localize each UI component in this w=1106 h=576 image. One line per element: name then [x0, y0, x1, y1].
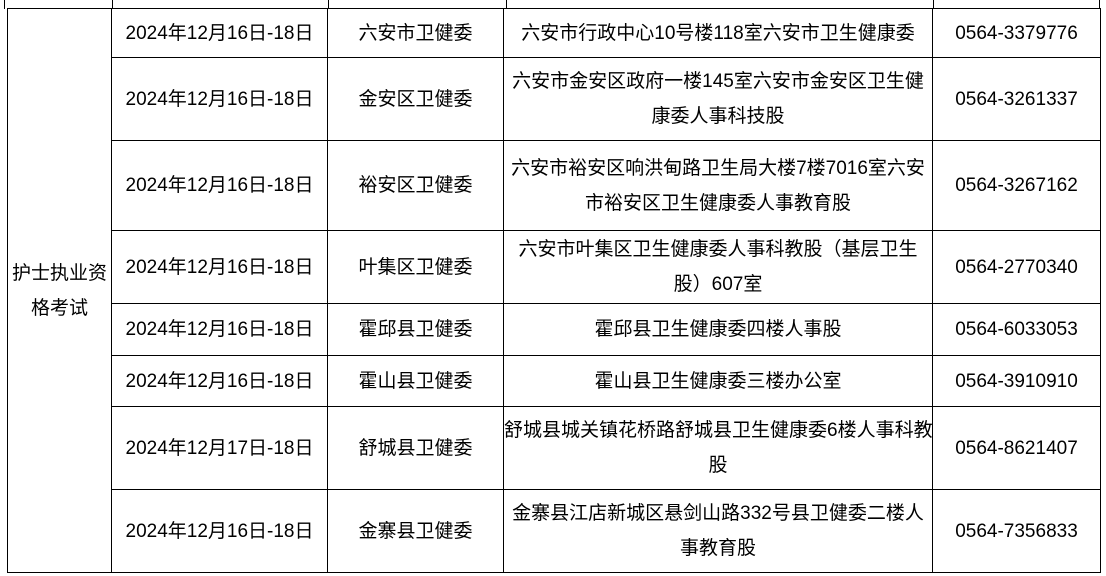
- column-divider-stub: [328, 0, 329, 9]
- date-cell: 2024年12月16日-18日: [111, 8, 328, 58]
- org-cell: 霍邱县卫健委: [327, 303, 504, 356]
- address-cell: 霍山县卫生健康委三楼办公室: [503, 355, 933, 407]
- registration-table: 护士执业资 格考试 2024年12月16日-18日 六安市卫健委 六安市行政中心…: [7, 8, 1101, 573]
- table-row: 2024年12月17日-18日 舒城县卫健委 舒城县城关镇花桥路舒城县卫生健康委…: [8, 406, 1101, 490]
- phone-cell: 0564-2770340: [932, 230, 1101, 304]
- column-divider-stub: [1099, 0, 1100, 9]
- address-cell: 霍邱县卫生健康委四楼人事股: [503, 303, 933, 356]
- phone-cell: 0564-6033053: [932, 303, 1101, 356]
- address-cell: 六安市行政中心10号楼118室六安市卫生健康委: [503, 8, 933, 58]
- exam-category-cell: 护士执业资 格考试: [7, 8, 112, 573]
- table-row: 2024年12月16日-18日 裕安区卫健委 六安市裕安区响洪甸路卫生局大楼7楼…: [8, 140, 1101, 231]
- org-cell: 叶集区卫健委: [327, 230, 504, 304]
- column-divider-stub: [933, 0, 934, 9]
- address-cell: 金寨县江店新城区悬剑山路332号县卫健委二楼人 事教育股: [503, 489, 933, 573]
- date-cell: 2024年12月16日-18日: [111, 489, 328, 573]
- phone-cell: 0564-3910910: [932, 355, 1101, 407]
- table-row: 2024年12月16日-18日 霍邱县卫健委 霍邱县卫生健康委四楼人事股 056…: [8, 303, 1101, 356]
- column-divider-stub: [112, 0, 113, 9]
- phone-cell: 0564-3267162: [932, 140, 1101, 231]
- registration-table-wrapper: 护士执业资 格考试 2024年12月16日-18日 六安市卫健委 六安市行政中心…: [7, 8, 1101, 573]
- date-cell: 2024年12月16日-18日: [111, 303, 328, 356]
- org-cell: 舒城县卫健委: [327, 406, 504, 490]
- org-cell: 金寨县卫健委: [327, 489, 504, 573]
- date-cell: 2024年12月17日-18日: [111, 406, 328, 490]
- phone-cell: 0564-3261337: [932, 57, 1101, 141]
- column-divider-stub: [506, 0, 507, 9]
- column-divider-stub: [4, 0, 5, 9]
- address-cell: 六安市金安区政府一楼145室六安市金安区卫生健 康委人事科技股: [503, 57, 933, 141]
- date-cell: 2024年12月16日-18日: [111, 230, 328, 304]
- date-cell: 2024年12月16日-18日: [111, 140, 328, 231]
- phone-cell: 0564-8621407: [932, 406, 1101, 490]
- org-cell: 六安市卫健委: [327, 8, 504, 58]
- org-cell: 裕安区卫健委: [327, 140, 504, 231]
- date-cell: 2024年12月16日-18日: [111, 57, 328, 141]
- table-row: 2024年12月16日-18日 金寨县卫健委 金寨县江店新城区悬剑山路332号县…: [8, 489, 1101, 573]
- phone-cell: 0564-3379776: [932, 8, 1101, 58]
- table-row: 护士执业资 格考试 2024年12月16日-18日 六安市卫健委 六安市行政中心…: [7, 8, 1101, 573]
- table-row: 2024年12月16日-18日 叶集区卫健委 六安市叶集区卫生健康委人事科教股（…: [8, 230, 1101, 304]
- date-cell: 2024年12月16日-18日: [111, 355, 328, 407]
- phone-cell: 0564-7356833: [932, 489, 1101, 573]
- org-cell: 霍山县卫健委: [327, 355, 504, 407]
- org-cell: 金安区卫健委: [327, 57, 504, 141]
- address-cell: 六安市裕安区响洪甸路卫生局大楼7楼7016室六安 市裕安区卫生健康委人事教育股: [503, 140, 933, 231]
- address-cell: 六安市叶集区卫生健康委人事科教股（基层卫生 股）607室: [503, 230, 933, 304]
- address-cell: 舒城县城关镇花桥路舒城县卫生健康委6楼人事科教 股: [503, 406, 933, 490]
- table-row: 2024年12月16日-18日 金安区卫健委 六安市金安区政府一楼145室六安市…: [8, 57, 1101, 141]
- table-row: 2024年12月16日-18日 霍山县卫健委 霍山县卫生健康委三楼办公室 056…: [8, 355, 1101, 407]
